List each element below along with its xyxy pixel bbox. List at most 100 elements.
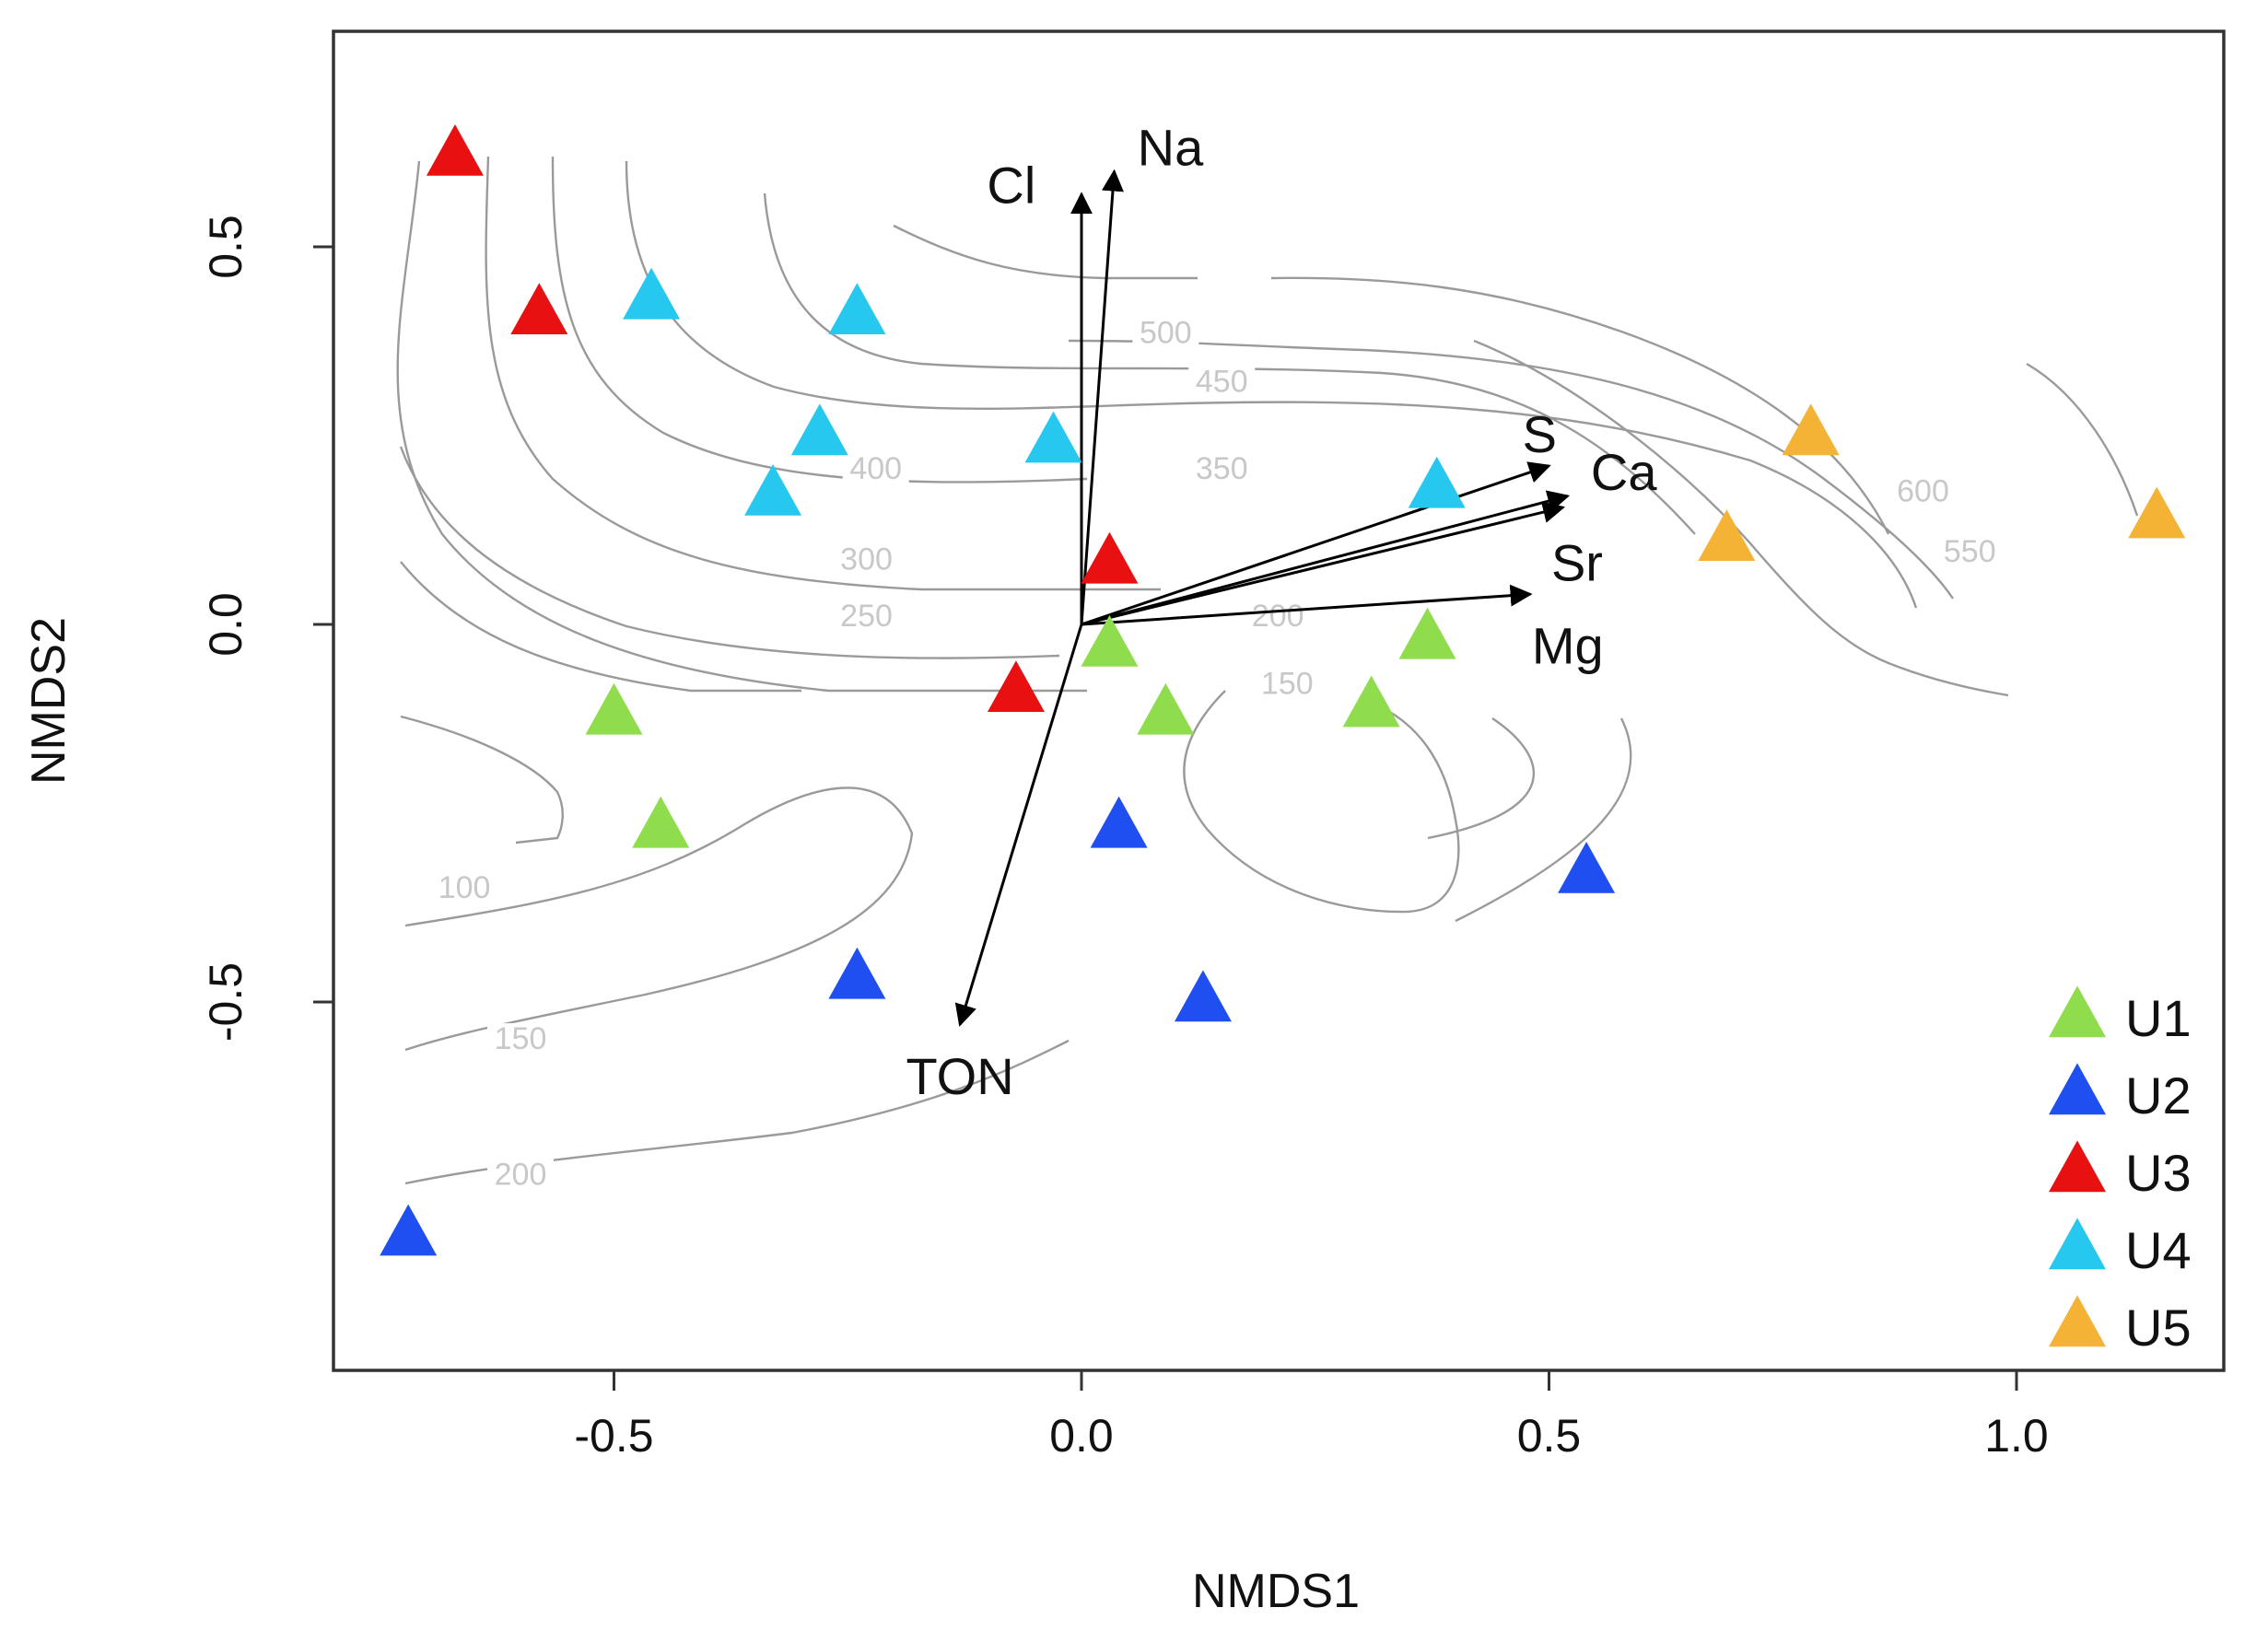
vector-arrow [954,623,1083,1027]
data-point-u5 [1782,403,1840,456]
contour-line [551,156,1088,483]
contour-label: 600 [1897,474,1949,509]
legend-label: U4 [2125,1221,2192,1279]
contour-label: 150 [495,1021,547,1056]
contour-lines [396,156,2139,1185]
data-point-u2 [1174,970,1232,1022]
vector-arrow [1081,461,1551,626]
y-tick-label: 0.0 [200,592,251,657]
data-point-u2 [1558,842,1616,893]
legend-marker-u3 [2049,1140,2106,1193]
contour-label-bg [487,1159,554,1191]
contour-label: 550 [1944,534,1996,569]
contour-label-bg [842,453,909,484]
legend-marker-u4 [2049,1217,2106,1270]
legend-label: U1 [2125,989,2192,1047]
data-point-u4 [623,267,681,320]
data-point-u4 [744,464,802,516]
vector-label: Ca [1591,443,1657,501]
contour-label-bg [1254,668,1321,700]
data-point-u1 [1342,675,1400,728]
data-point-u2 [1090,796,1148,848]
data-point-u4 [790,403,848,456]
legend-label: U2 [2125,1066,2192,1124]
x-tick-label: 0.5 [1517,1410,1582,1462]
data-point-u2 [380,1204,438,1256]
vector-label: Sr [1551,533,1603,591]
contour-label-bg [833,543,900,576]
data-point-u4 [1024,411,1082,463]
x-tick-label: 0.0 [1049,1410,1114,1462]
vector-arrow [1080,169,1124,625]
contour-label-bg [1245,600,1312,632]
contour-line [1455,717,1632,923]
contour-line [400,715,564,845]
vector-label: Mg [1532,617,1604,675]
contour-line [1427,717,1535,840]
data-point-u1 [1137,682,1195,735]
contour-line [2026,362,2139,517]
data-point-u3 [426,124,484,176]
contour-line [396,160,1087,693]
vector-arrow [1081,490,1571,626]
contour-label: 350 [1196,451,1248,486]
x-axis-title: NMDS1 [1192,1565,1360,1618]
y-axis-title: NMDS2 [22,617,76,785]
contour-label: 500 [1140,315,1192,350]
contour-label: 100 [438,870,491,905]
contour-label-bg [1188,366,1256,398]
axes: -0.5 0.0 0.5 1.0 -0.5 0.0 0.5 [200,215,2049,1462]
plot-frame [332,29,2226,1372]
data-point-u1 [632,796,690,848]
contour-label-bg [1132,317,1199,349]
x-tick-label: -0.5 [574,1410,653,1462]
legend-marker-u1 [2049,985,2106,1038]
contour-line [1473,339,2009,697]
legend-marker-u2 [2049,1063,2106,1115]
contour-line [893,224,1890,535]
contour-line [763,192,1696,535]
contour-label: 150 [1261,667,1314,702]
data-point-u1 [1081,615,1139,667]
data-point-u1 [585,682,643,735]
contour-label: 450 [1196,365,1248,400]
biplot-vectors: Cl Na S Ca Sr Mg TON [906,118,1657,1105]
data-points [380,124,2186,1256]
contour-line [625,160,1918,609]
legend-label: U5 [2125,1299,2192,1357]
contour-line [485,156,1161,591]
contour-label: 300 [840,542,893,577]
contour-line [400,561,801,693]
data-point-u5 [2128,486,2186,539]
contour-label-bg [487,1023,554,1055]
data-point-u2 [828,947,886,999]
y-tick-label: 0.5 [200,215,251,279]
contour-line [1183,690,1460,914]
legend-label: U3 [2125,1144,2192,1202]
vector-label: Na [1138,118,1204,176]
contour-label: 200 [495,1158,547,1193]
data-point-u4 [1408,456,1466,508]
data-point-u3 [1081,531,1139,584]
contour-line [1068,339,1954,600]
contour-label-bg [1889,475,1957,507]
data-point-u1 [1398,607,1456,659]
contour-label: 250 [840,599,893,634]
data-point-u5 [1698,509,1756,562]
vector-arrow [1081,501,1566,626]
contour-label-bg [1936,536,2004,568]
vector-label: S [1523,405,1557,463]
contour-line [404,786,914,1052]
contour-line [399,446,1060,659]
data-point-u3 [987,660,1045,713]
vector-label: TON [906,1047,1013,1105]
vector-label: Cl [987,156,1035,214]
contour-label-bg [1188,453,1256,484]
data-point-u4 [828,283,886,335]
y-tick-label: -0.5 [200,962,251,1042]
legend: U1 U2 U3 U4 U5 [2049,985,2192,1357]
contour-label-bg [431,872,498,904]
vector-arrow [1081,584,1533,626]
